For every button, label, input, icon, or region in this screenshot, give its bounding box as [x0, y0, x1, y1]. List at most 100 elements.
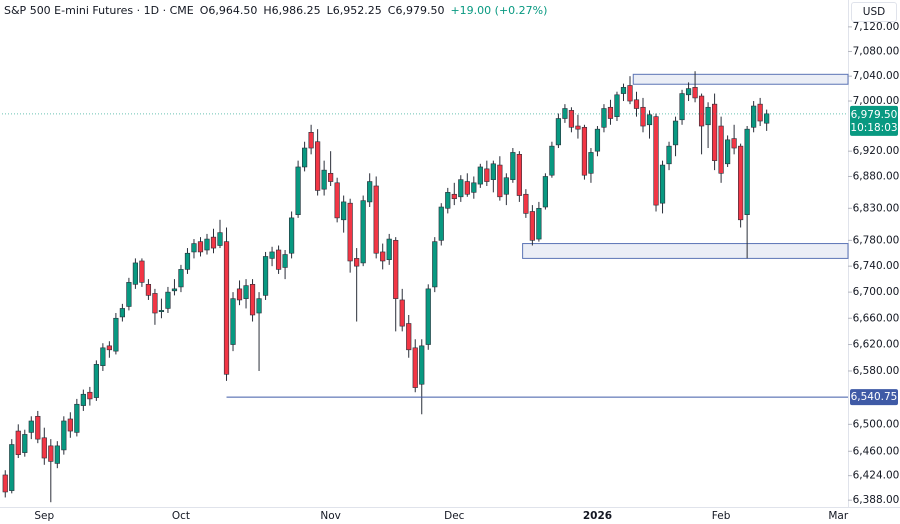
- candle-body: [523, 193, 529, 214]
- x-tick-label: Oct: [172, 510, 190, 522]
- candle-body: [445, 192, 451, 209]
- candle-body: [529, 211, 535, 241]
- candle-body: [158, 310, 165, 313]
- candle-body: [295, 166, 301, 215]
- candle-body: [562, 108, 568, 119]
- candle-body: [666, 145, 672, 165]
- candle-body: [542, 176, 548, 208]
- zone: [632, 73, 849, 85]
- y-tick-label: 6,740.00: [853, 260, 900, 272]
- candle-body: [725, 139, 731, 165]
- candle-body: [471, 182, 477, 193]
- y-tick-label: 7,000.00: [853, 95, 900, 107]
- candle-body: [204, 238, 210, 251]
- x-tick-label: Nov: [320, 510, 341, 522]
- y-tick-label: 6,660.00: [853, 312, 900, 324]
- ohlc-key: C: [387, 4, 396, 17]
- candle-body: [367, 181, 373, 203]
- y-tick-label: 6,830.00: [853, 202, 900, 214]
- candle-body: [269, 251, 275, 259]
- candle-body: [223, 241, 230, 375]
- candle-body: [575, 125, 581, 130]
- level-label: 6,540.75: [851, 391, 898, 403]
- candle-body: [458, 179, 464, 198]
- candle-body: [432, 241, 438, 288]
- candle-body: [80, 393, 86, 406]
- candle-body: [698, 95, 705, 127]
- ohlc-key: O: [199, 4, 209, 17]
- candle-body: [679, 93, 685, 121]
- candle-body: [672, 120, 679, 146]
- y-tick-label: 6,460.00: [853, 445, 900, 457]
- candle-body: [288, 217, 295, 254]
- candle-body: [132, 262, 139, 285]
- candle-body: [568, 110, 575, 128]
- candle-body: [503, 177, 509, 195]
- candle-body: [386, 238, 392, 260]
- candle-body: [490, 163, 496, 180]
- candle-body: [594, 128, 601, 152]
- candle-body: [601, 108, 607, 128]
- candle-body: [738, 145, 744, 221]
- candle-body: [315, 141, 321, 191]
- candle-body: [119, 308, 125, 318]
- candle-body: [308, 132, 314, 149]
- symbol: S&P 500 E-mini Futures · 1D · CME: [4, 4, 194, 17]
- candle-body: [640, 106, 646, 127]
- candle-body: [302, 147, 308, 168]
- candle-body: [217, 232, 223, 246]
- last-price-label: 6,979.50: [851, 109, 898, 121]
- y-tick-label: 6,580.00: [853, 365, 900, 377]
- candle-body: [633, 99, 640, 109]
- candle-body: [275, 249, 282, 270]
- candle-body: [249, 284, 256, 316]
- candle-body: [236, 288, 243, 301]
- candle-body: [399, 299, 405, 327]
- candle-body: [152, 293, 158, 314]
- candle-body: [627, 85, 633, 102]
- candle-body: [588, 152, 594, 174]
- x-tick-label: Sep: [34, 510, 54, 522]
- candle-body: [328, 172, 334, 182]
- legend: S&P 500 E-mini Futures · 1D · CME O6,964.…: [4, 4, 553, 17]
- candle-body: [360, 200, 366, 264]
- candle-body: [412, 347, 418, 388]
- candle-body: [419, 345, 425, 385]
- y-tick-label: 6,780.00: [853, 234, 900, 246]
- candle-body: [510, 152, 516, 180]
- y-tick-label: 7,080.00: [853, 45, 900, 57]
- candle-body: [751, 105, 757, 128]
- candle-body: [41, 437, 47, 459]
- candle-body: [653, 116, 659, 206]
- candle-body: [659, 164, 666, 204]
- candle-body: [334, 182, 340, 219]
- y-tick-label: 6,500.00: [853, 418, 900, 430]
- y-tick-label: 6,700.00: [853, 286, 900, 298]
- candle-body: [464, 181, 470, 195]
- candle-body: [321, 169, 327, 190]
- candle-body: [48, 445, 54, 462]
- candle-body: [54, 445, 60, 464]
- y-tick-label: 6,424.00: [853, 470, 900, 482]
- y-tick-label: 7,040.00: [853, 70, 900, 82]
- currency-button[interactable]: USD: [851, 2, 897, 22]
- candle-body: [354, 258, 360, 267]
- candle-body: [178, 269, 184, 288]
- candle-body: [282, 254, 288, 268]
- candle-body: [165, 291, 171, 309]
- candle-body: [243, 285, 249, 299]
- candle-body: [126, 282, 132, 307]
- candle-body: [373, 185, 379, 254]
- candle-body: [262, 256, 269, 296]
- candle-body: [484, 168, 490, 182]
- candle-body: [113, 317, 119, 352]
- ohlc-value: 6,979.50: [395, 4, 445, 17]
- candle-body: [2, 474, 8, 493]
- ohlc-value: 6,952.25: [332, 4, 382, 17]
- zone: [522, 243, 849, 259]
- y-tick-label: 7,120.00: [853, 21, 900, 33]
- candle-body: [425, 288, 431, 345]
- candle-body: [184, 252, 191, 270]
